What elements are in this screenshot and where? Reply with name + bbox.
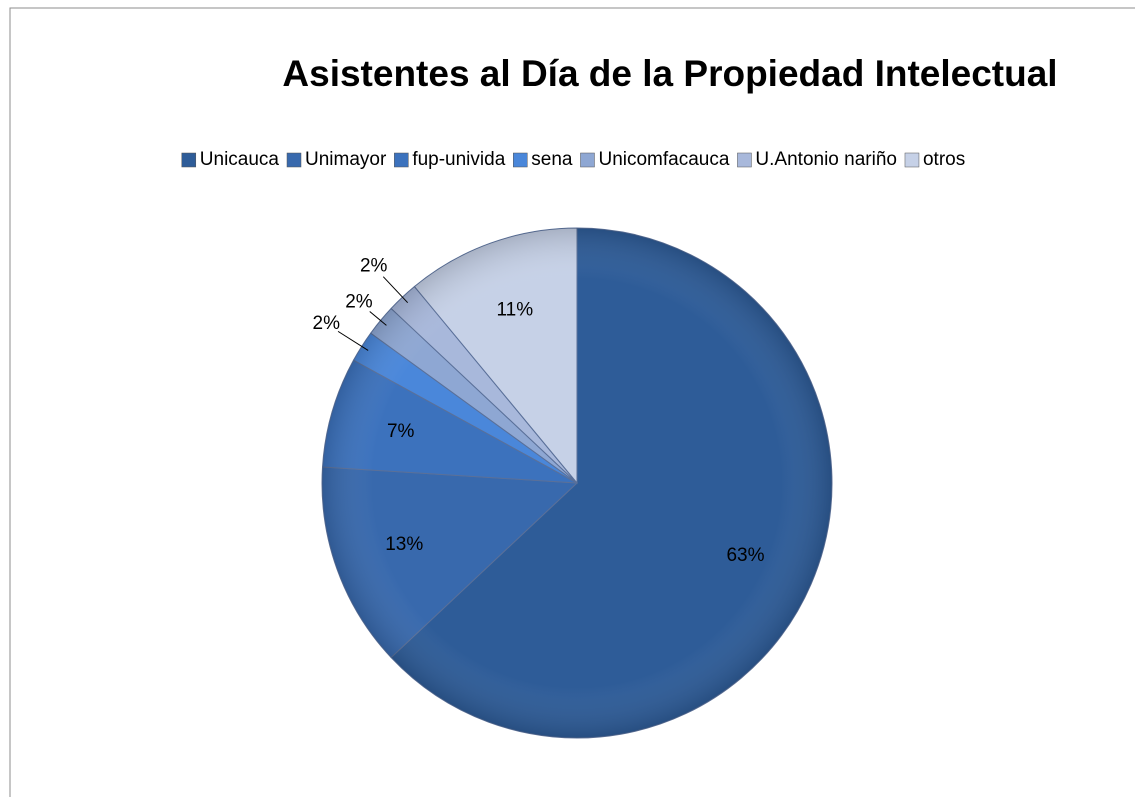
legend-label: U.Antonio nariño: [755, 149, 897, 170]
legend: Unicauca Unimayor fup-univida sena Unicomfac…: [181, 149, 965, 170]
value-label: 2%: [360, 256, 388, 277]
chart-title: Asistentes al Día de la Propiedad Intele…: [282, 53, 1057, 94]
legend-label: fup-univida: [412, 149, 505, 170]
legend-swatch: [286, 152, 302, 168]
value-label: 63%: [726, 545, 764, 566]
value-label: 2%: [313, 313, 341, 334]
value-label: 2%: [345, 292, 373, 313]
legend-label: Unicauca: [200, 149, 280, 170]
legend-label: Unicomfacauca: [598, 149, 729, 170]
legend-label: otros: [923, 149, 965, 170]
leader-line: [382, 276, 409, 304]
legend-swatch: [904, 152, 920, 168]
legend-swatch: [737, 152, 752, 168]
legend-label: sena: [531, 149, 573, 170]
legend-swatch: [394, 152, 409, 168]
chart-frame: [9, 7, 1135, 797]
value-label: 7%: [387, 421, 415, 442]
value-label: 11%: [496, 299, 533, 320]
legend-swatch: [580, 152, 595, 168]
legend-swatch: [181, 152, 197, 168]
pie: 63%13%7%2%2%2%11%: [313, 227, 833, 739]
legend-swatch: [513, 152, 528, 168]
legend-label: Unimayor: [305, 149, 387, 170]
value-label: 13%: [385, 534, 423, 555]
leader-line: [337, 330, 369, 351]
